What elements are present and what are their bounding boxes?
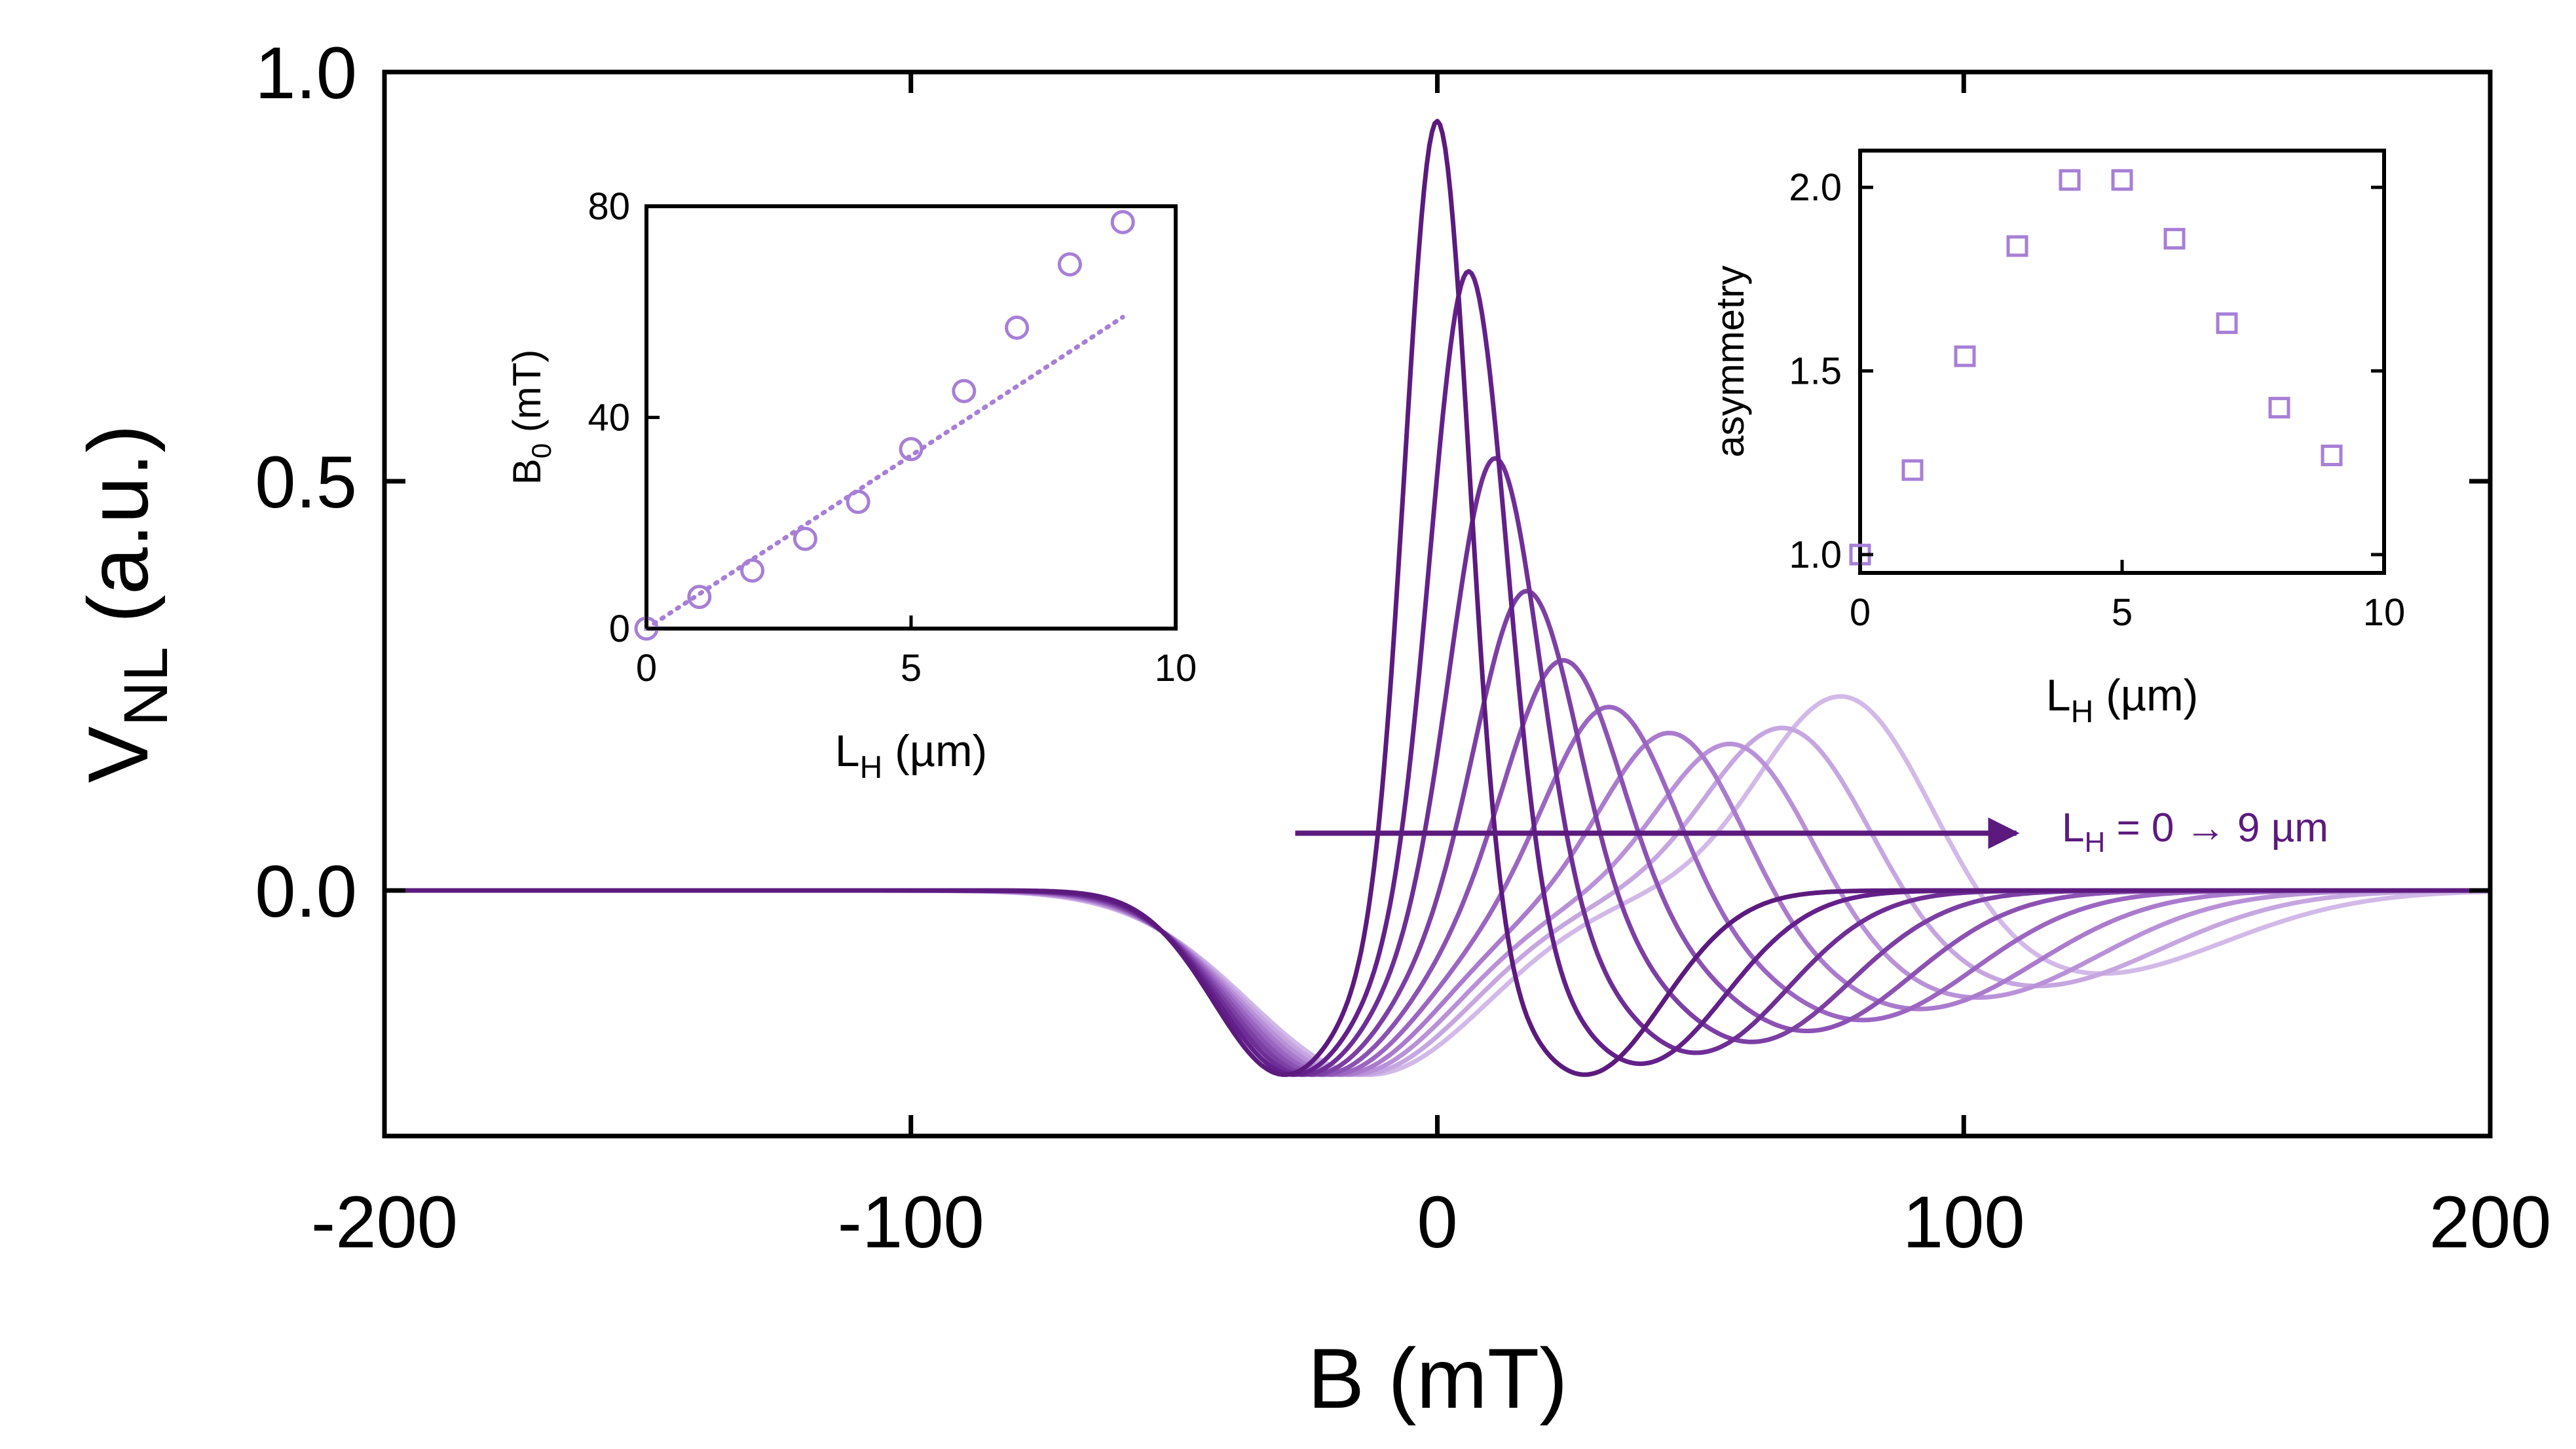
main-x-tick-labels: -200 -100 0 100 200: [311, 1181, 2552, 1263]
inset-b0-y-tick-label: 0: [609, 608, 630, 650]
inset-asymmetry-y-tick-label: 2.0: [1789, 166, 1842, 209]
inset-asymmetry-x-axis-label: LH (µm): [2046, 670, 2199, 729]
asymmetry-data-point: [1901, 459, 1924, 481]
asymmetry-data-point: [2268, 397, 2290, 419]
inset-b0-x-axis-label: LH (µm): [835, 726, 988, 785]
y-tick-label: 1.0: [255, 32, 357, 114]
main-y-axis-label: VNL (a.u.): [70, 424, 181, 783]
main-x-axis-label: B (mT): [1307, 1330, 1567, 1426]
b0-data-point: [740, 558, 765, 583]
inset-b0-x-tick-labels: 0 5 10: [636, 647, 1197, 689]
series-line: [384, 119, 2490, 1077]
series-line: [384, 658, 2490, 1077]
asymmetry-data-point: [2321, 445, 2343, 467]
x-tick-label: 0: [1417, 1181, 1457, 1263]
series-line: [384, 741, 2490, 1077]
inset-b0-y-tick-label: 40: [588, 397, 630, 439]
asymmetry-data-point: [2163, 228, 2186, 250]
inset-asymmetry-x-tick-labels: 0 5 10: [1850, 591, 2405, 634]
asymmetry-data-point: [1954, 345, 1976, 367]
b0-data-point: [846, 490, 870, 514]
inset-b0-y-tick-labels: 0 40 80: [588, 185, 630, 650]
inset-b0-y-axis-label: B0 (mT): [505, 350, 557, 485]
y-tick-label: 0.0: [255, 851, 357, 932]
inset-asymmetry-y-tick-label: 1.5: [1789, 350, 1842, 393]
inset-asymmetry-points: [1849, 169, 2343, 566]
b0-data-point: [1057, 252, 1082, 277]
b0-data-point: [687, 585, 712, 610]
main-y-tick-labels: 0.0 0.5 1.0: [255, 32, 357, 932]
asymmetry-data-point: [2006, 235, 2028, 257]
b0-data-point: [1005, 315, 1030, 340]
x-tick-label: 100: [1903, 1181, 2025, 1263]
main-plot: -200 -100 0 100 200 0.00.51.0 B (mT) VNL (a.…: [70, 32, 2551, 1426]
inset-b0-fit-line: [644, 314, 1125, 631]
main-ticks: [382, 69, 2493, 1136]
b0-data-point: [952, 378, 977, 403]
inset-asymmetry-x-tick-label: 5: [2112, 591, 2133, 634]
inset-asymmetry-x-tick-label: 10: [2363, 591, 2406, 634]
inset-b0-plot: 0 5 10 0 40 80 LH (µm) B0 (mT): [505, 185, 1197, 785]
lh-range-annotation: LH = 0 → 9 µm: [2062, 805, 2328, 858]
y-tick-label: 0.5: [255, 441, 357, 523]
inset-b0-frame: [644, 204, 1178, 631]
inset-b0-y-tick-label: 80: [588, 185, 630, 228]
x-tick-label: -200: [311, 1181, 458, 1263]
main-curves: [384, 119, 2490, 1077]
inset-asymmetry-x-tick-label: 0: [1850, 591, 1871, 634]
x-tick-label: -100: [838, 1181, 984, 1263]
inset-b0-x-tick-label: 5: [901, 647, 922, 689]
asymmetry-data-point: [2111, 169, 2133, 191]
asymmetry-data-point: [2216, 312, 2238, 335]
inset-b0-ticks: [644, 204, 1178, 631]
asymmetry-data-point: [2059, 169, 2081, 191]
inset-asymmetry-ticks: [1858, 185, 2386, 573]
b0-data-point: [1110, 210, 1135, 234]
inset-asymmetry-frame: [1858, 149, 2386, 575]
inset-asymmetry-y-tick-label: 1.0: [1789, 534, 1842, 576]
inset-asymmetry-y-axis-label: asymmetry: [1708, 265, 1752, 457]
inset-b0-x-tick-label: 0: [636, 647, 657, 689]
x-tick-label: 200: [2429, 1181, 2552, 1263]
b0-data-point: [899, 437, 924, 462]
inset-asymmetry-y-tick-labels: 1.0 1.5 2.0: [1789, 166, 1842, 576]
inset-asymmetry-plot: 0 5 10 1.0 1.5 2.0 LH (µm) asymmetry: [1708, 149, 2405, 729]
b0-data-point: [793, 526, 817, 551]
inset-b0-x-tick-label: 10: [1155, 647, 1197, 689]
